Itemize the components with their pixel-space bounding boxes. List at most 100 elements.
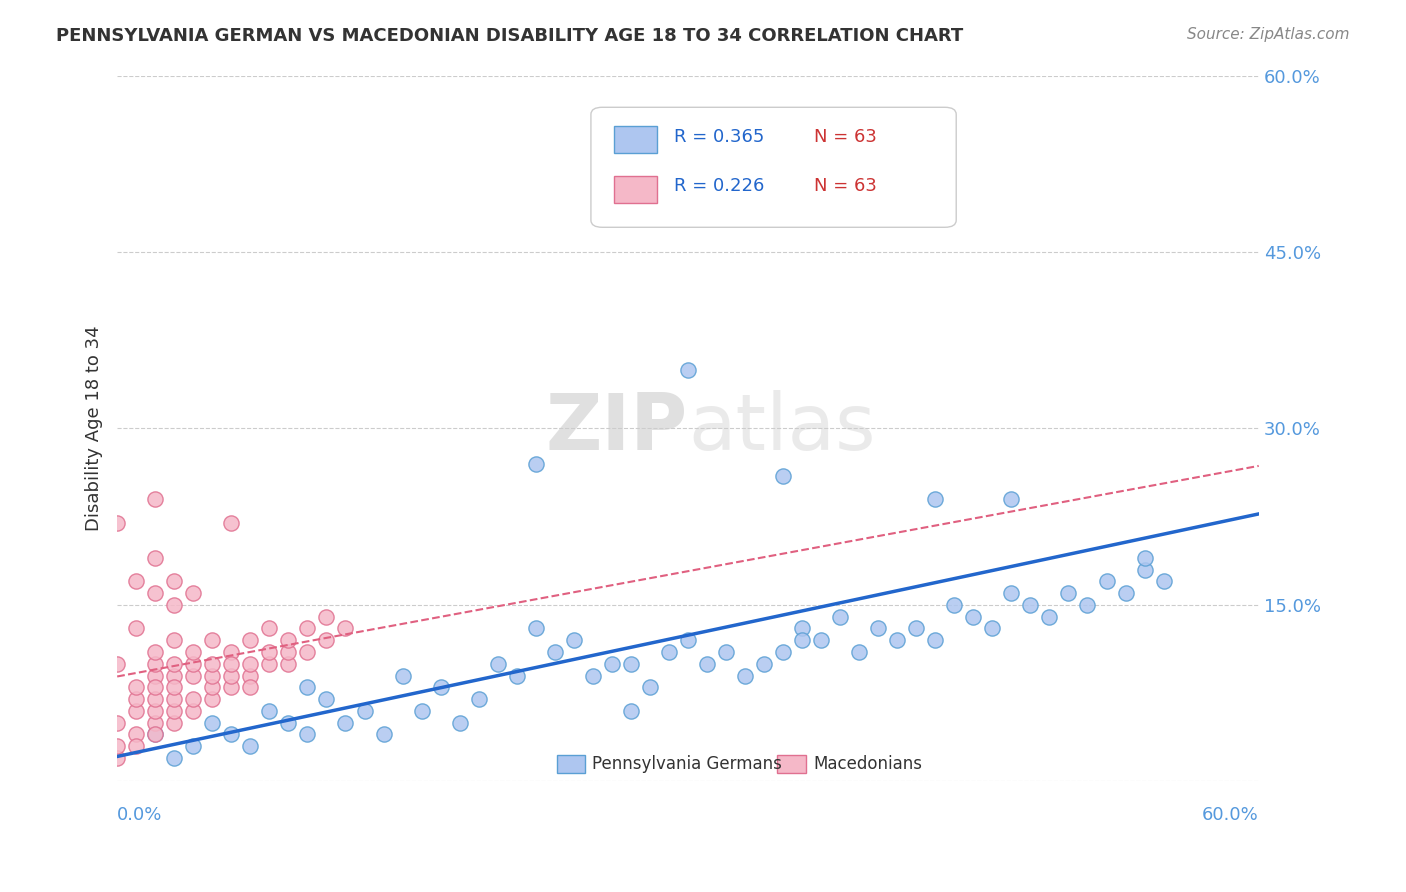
Text: Source: ZipAtlas.com: Source: ZipAtlas.com xyxy=(1187,27,1350,42)
Point xyxy=(1095,574,1118,589)
Point xyxy=(163,704,186,718)
Point xyxy=(1038,609,1060,624)
Point xyxy=(1133,550,1156,565)
Point xyxy=(620,657,643,671)
Point xyxy=(181,657,204,671)
Point xyxy=(221,645,243,659)
Point xyxy=(373,727,395,741)
Point xyxy=(924,491,946,506)
Point xyxy=(752,657,775,671)
Point xyxy=(143,727,166,741)
Point xyxy=(524,622,547,636)
Point xyxy=(714,645,737,659)
Point xyxy=(449,715,471,730)
Point xyxy=(143,668,166,682)
Point xyxy=(239,657,262,671)
Point xyxy=(105,715,128,730)
Point xyxy=(181,739,204,753)
Point xyxy=(201,681,224,695)
Point xyxy=(163,715,186,730)
Text: R = 0.365: R = 0.365 xyxy=(675,128,765,146)
Point xyxy=(658,645,681,659)
Point xyxy=(297,727,319,741)
Point xyxy=(105,516,128,530)
Point xyxy=(486,657,509,671)
Point xyxy=(105,657,128,671)
Point xyxy=(962,609,984,624)
Point xyxy=(277,715,299,730)
Point xyxy=(125,739,148,753)
Point xyxy=(259,657,281,671)
Point xyxy=(391,668,413,682)
Point xyxy=(163,574,186,589)
Point xyxy=(315,609,337,624)
Point xyxy=(277,657,299,671)
Point xyxy=(181,668,204,682)
Point xyxy=(143,681,166,695)
Bar xyxy=(614,176,657,202)
Point xyxy=(315,692,337,706)
Point xyxy=(335,622,357,636)
Point xyxy=(143,727,166,741)
Point xyxy=(221,657,243,671)
Text: N = 63: N = 63 xyxy=(814,128,876,146)
Point xyxy=(163,668,186,682)
Point xyxy=(201,668,224,682)
Point xyxy=(163,751,186,765)
Point xyxy=(868,622,890,636)
Text: Pennsylvania Germans: Pennsylvania Germans xyxy=(592,755,782,772)
Text: N = 63: N = 63 xyxy=(814,178,876,195)
Point xyxy=(411,704,433,718)
Point xyxy=(163,657,186,671)
Point xyxy=(696,657,718,671)
Point xyxy=(830,609,852,624)
Point xyxy=(143,657,166,671)
Point xyxy=(297,622,319,636)
Text: Macedonians: Macedonians xyxy=(814,755,922,772)
Point xyxy=(259,622,281,636)
Point xyxy=(1000,586,1022,600)
Point xyxy=(848,645,870,659)
Point xyxy=(1057,586,1080,600)
Point xyxy=(1115,586,1137,600)
Point xyxy=(544,645,567,659)
Point xyxy=(353,704,375,718)
Point xyxy=(810,633,832,648)
Point xyxy=(125,704,148,718)
Point xyxy=(467,692,489,706)
Point xyxy=(125,727,148,741)
Point xyxy=(221,668,243,682)
Point xyxy=(1133,563,1156,577)
Point xyxy=(277,633,299,648)
Y-axis label: Disability Age 18 to 34: Disability Age 18 to 34 xyxy=(86,326,103,532)
Point xyxy=(315,633,337,648)
Point xyxy=(429,681,451,695)
Bar xyxy=(778,756,806,773)
Point xyxy=(163,681,186,695)
Point xyxy=(790,622,813,636)
Point xyxy=(143,586,166,600)
Point xyxy=(676,362,699,376)
Point xyxy=(981,622,1004,636)
Point xyxy=(143,704,166,718)
Point xyxy=(143,692,166,706)
Point xyxy=(1076,598,1098,612)
Point xyxy=(105,739,128,753)
Point xyxy=(297,681,319,695)
Point xyxy=(181,586,204,600)
Point xyxy=(772,468,794,483)
Point xyxy=(506,668,529,682)
Text: PENNSYLVANIA GERMAN VS MACEDONIAN DISABILITY AGE 18 TO 34 CORRELATION CHART: PENNSYLVANIA GERMAN VS MACEDONIAN DISABI… xyxy=(56,27,963,45)
Point xyxy=(335,715,357,730)
Point xyxy=(239,633,262,648)
Point xyxy=(924,633,946,648)
Point xyxy=(905,622,928,636)
Point xyxy=(143,491,166,506)
Point xyxy=(125,574,148,589)
Point xyxy=(638,681,661,695)
Point xyxy=(1000,491,1022,506)
Bar xyxy=(557,756,585,773)
Point xyxy=(181,704,204,718)
Point xyxy=(105,751,128,765)
Text: atlas: atlas xyxy=(688,391,876,467)
